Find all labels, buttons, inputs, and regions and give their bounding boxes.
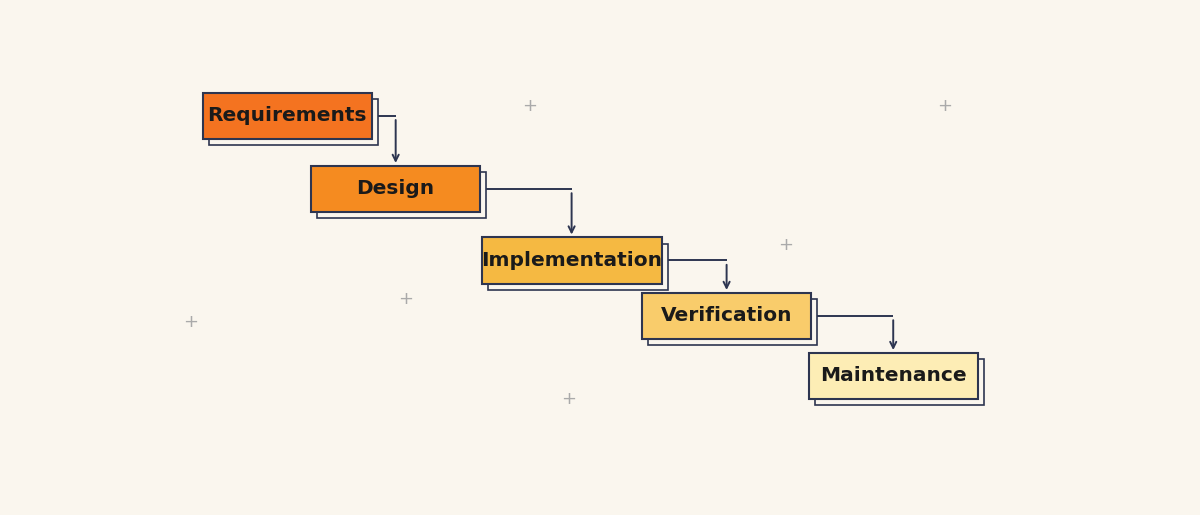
Text: +: + <box>182 313 198 331</box>
Bar <box>809 353 978 399</box>
Text: Design: Design <box>356 179 434 198</box>
Bar <box>481 237 661 284</box>
Text: +: + <box>778 236 793 254</box>
Text: +: + <box>522 97 538 115</box>
Bar <box>209 99 378 145</box>
Text: Implementation: Implementation <box>481 251 662 270</box>
Bar <box>648 299 817 345</box>
Bar <box>203 93 372 139</box>
Bar <box>488 244 667 290</box>
Bar <box>317 172 486 218</box>
Text: +: + <box>562 390 576 408</box>
Bar <box>311 166 480 212</box>
Text: +: + <box>937 97 952 115</box>
Bar <box>642 293 811 339</box>
Text: Requirements: Requirements <box>208 106 367 125</box>
Bar <box>815 359 984 405</box>
Text: Verification: Verification <box>661 306 792 325</box>
Text: +: + <box>398 290 413 308</box>
Text: Maintenance: Maintenance <box>820 367 966 385</box>
